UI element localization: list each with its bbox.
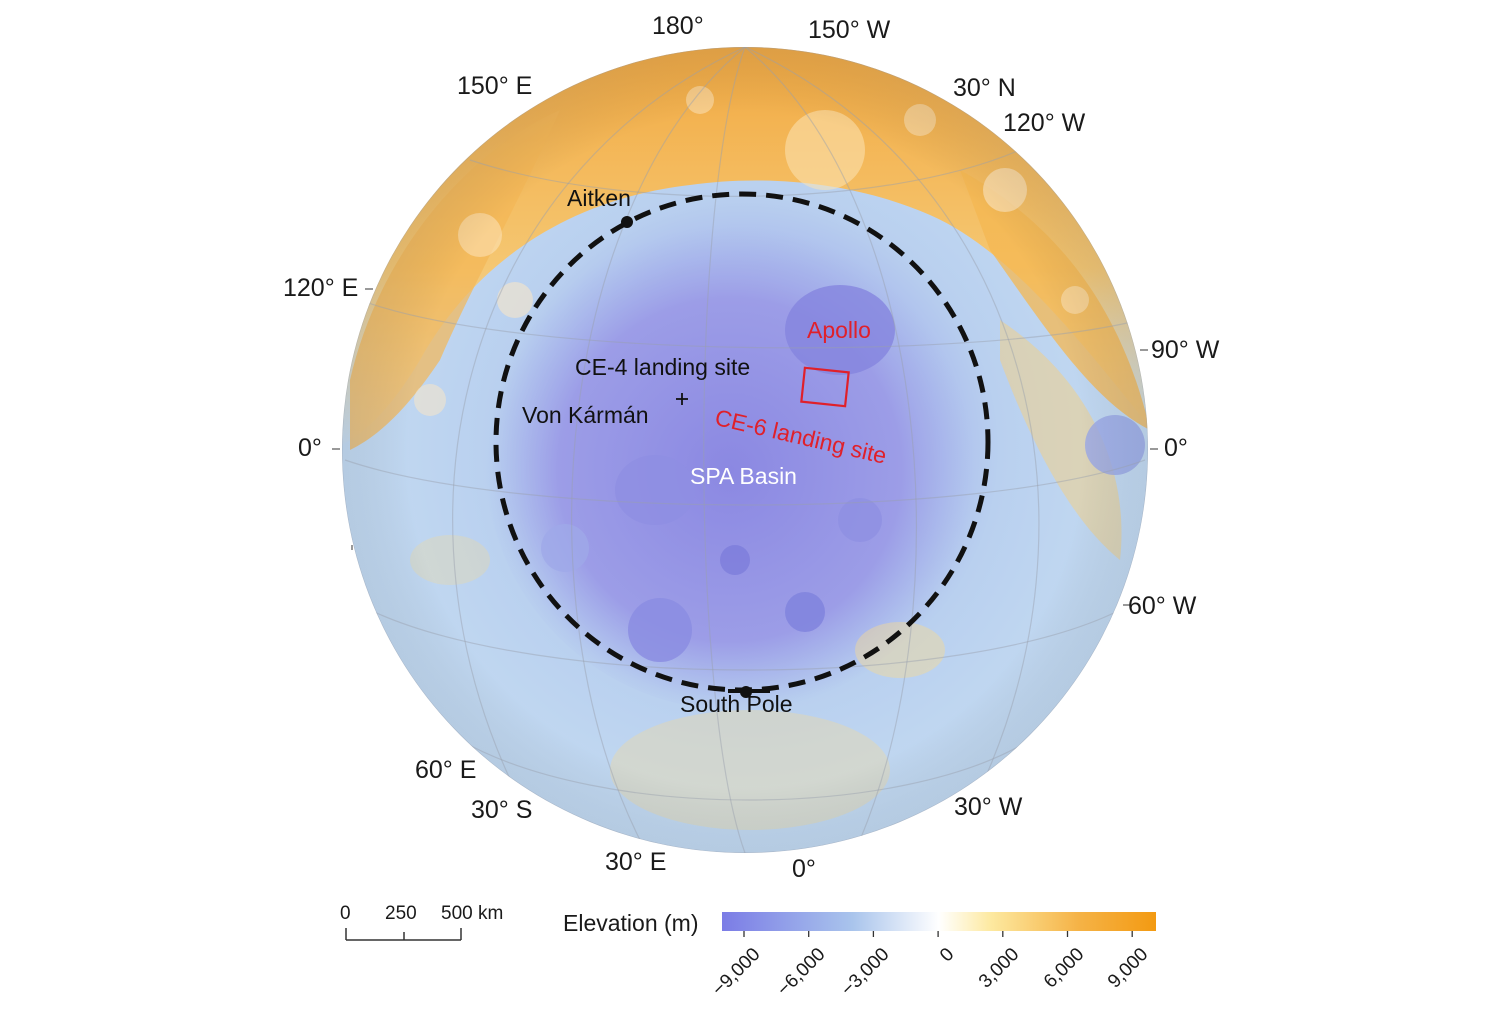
label-aitken: Aitken xyxy=(567,185,631,211)
label-lon-120e: 120° E xyxy=(283,274,359,302)
label-lon-60w: 60° W xyxy=(1128,592,1197,620)
label-lon-60e: 60° E xyxy=(415,756,477,784)
label-von-karman: Von Kármán xyxy=(522,402,649,428)
graticule-ticks xyxy=(332,288,1158,606)
aitken-marker xyxy=(621,216,633,228)
label-south-pole: South Pole xyxy=(680,691,793,717)
label-lat-30s: 30° S xyxy=(471,796,533,824)
label-lon-30e: 30° E xyxy=(605,848,667,876)
ce6-landing-box xyxy=(800,366,850,408)
colorbar-ticks xyxy=(743,931,1133,937)
label-ce4-landing-site: CE-4 landing site xyxy=(575,354,751,380)
graticule-lines xyxy=(342,47,1148,853)
label-spa-basin: SPA Basin xyxy=(690,463,797,489)
label-left-0: 0° xyxy=(298,434,322,462)
legend-title: Elevation (m) xyxy=(563,910,699,936)
scale-label-250: 250 xyxy=(385,903,417,924)
label-lon-120w: 120° W xyxy=(1003,109,1086,137)
elevation-colorbar xyxy=(722,912,1156,931)
scale-bar-lines xyxy=(345,928,462,941)
ce4-cross-icon xyxy=(676,393,688,405)
label-lon-180: 180° xyxy=(652,12,704,40)
label-lon-150w: 150° W xyxy=(808,16,891,44)
label-lat-30n: 30° N xyxy=(953,74,1016,102)
scale-label-0: 0 xyxy=(340,903,351,924)
globe-surface xyxy=(342,47,1148,853)
label-lon-150e: 150° E xyxy=(457,72,533,100)
label-lon-30w: 30° W xyxy=(954,793,1023,821)
label-bottom-0: 0° xyxy=(792,855,816,883)
label-right-0: 0° xyxy=(1164,434,1188,462)
scale-label-500km: 500 km xyxy=(441,903,504,924)
label-lon-90w: 90° W xyxy=(1151,336,1220,364)
label-apollo: Apollo xyxy=(807,317,871,343)
